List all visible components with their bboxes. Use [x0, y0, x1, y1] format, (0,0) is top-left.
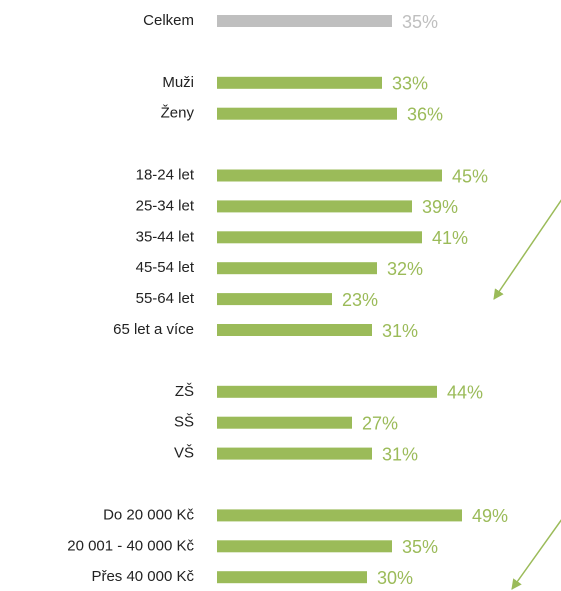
category-label: VŠ [174, 445, 194, 462]
bar [217, 169, 442, 182]
value-label: 23% [342, 290, 378, 310]
bar [217, 509, 462, 522]
bar [217, 385, 437, 398]
category-label: 55-64 let [136, 290, 195, 307]
bar [217, 293, 332, 306]
category-label: Muži [162, 74, 194, 91]
value-label: 49% [472, 506, 508, 526]
category-label: 25-34 let [136, 197, 195, 214]
value-label: 33% [392, 74, 428, 94]
category-label: Ženy [161, 105, 195, 122]
value-label: 31% [382, 321, 418, 341]
category-label: SŠ [174, 414, 194, 431]
bar [217, 231, 422, 244]
category-label: Přes 40 000 Kč [91, 568, 194, 585]
bar [217, 200, 412, 213]
value-label: 27% [362, 413, 398, 433]
bar [217, 324, 372, 336]
category-label: 35-44 let [136, 228, 195, 245]
category-label: Celkem [143, 12, 194, 29]
category-label: Do 20 000 Kč [103, 506, 194, 523]
value-label: 39% [422, 197, 458, 217]
bar [217, 76, 382, 89]
bar [217, 540, 392, 553]
bar [217, 447, 372, 460]
bar [217, 571, 367, 584]
value-label: 44% [447, 383, 483, 403]
category-label: 20 001 - 40 000 Kč [67, 537, 194, 554]
value-label: 35% [402, 12, 438, 32]
value-label: 41% [432, 228, 468, 248]
value-label: 45% [452, 166, 488, 186]
trend-arrow [511, 519, 561, 590]
bar [217, 262, 377, 275]
category-label: 45-54 let [136, 259, 195, 276]
bar [217, 107, 397, 120]
category-label: ZŠ [175, 383, 194, 400]
category-label: 65 let a více [113, 321, 194, 338]
value-label: 36% [407, 104, 443, 124]
trend-arrow [493, 199, 561, 300]
bar [217, 15, 392, 27]
value-label: 35% [402, 537, 438, 557]
value-label: 31% [382, 444, 418, 464]
category-label: 18-24 let [136, 166, 195, 183]
value-label: 30% [377, 568, 413, 588]
bar [217, 416, 352, 429]
value-label: 32% [387, 259, 423, 279]
